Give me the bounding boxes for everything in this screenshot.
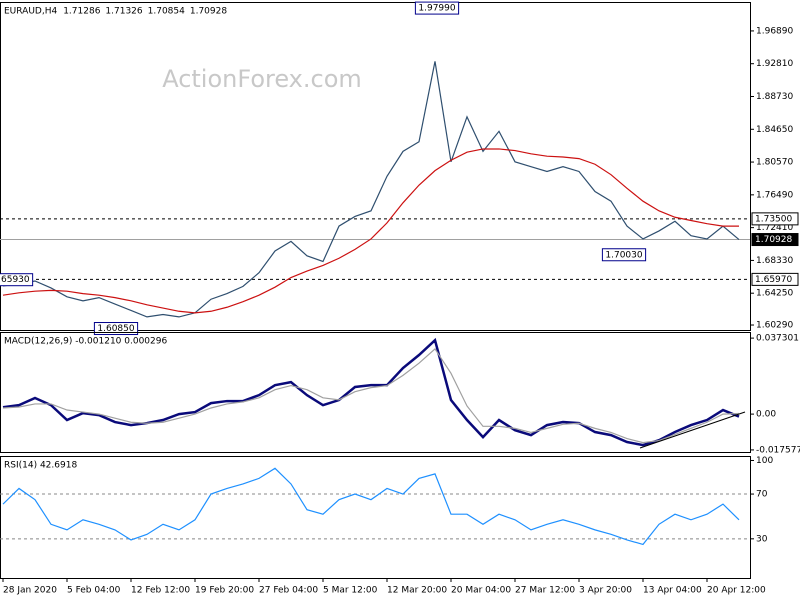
x-tick-label: 27 Feb 04:00 xyxy=(259,586,318,596)
y-tick-label: 1.76490 xyxy=(756,190,793,200)
x-tick-label: 5 Mar 12:00 xyxy=(323,586,378,596)
watermark: ActionForex.com xyxy=(162,65,362,93)
level-label: 1.65970 xyxy=(755,275,792,285)
panel-border xyxy=(0,332,751,453)
trend-line xyxy=(639,411,746,449)
level-box xyxy=(751,272,799,286)
panel-title: RSI(14) 42.6918 xyxy=(4,461,77,471)
y-tick-label: 1.80570 xyxy=(756,158,793,168)
x-tick-label: 19 Feb 20:00 xyxy=(195,586,254,596)
annotation-label: 1.70030 xyxy=(605,250,642,260)
annotation-box xyxy=(93,322,139,336)
x-tick-label: 20 Apr 12:00 xyxy=(707,586,766,596)
level-label: 1.70928 xyxy=(755,235,792,245)
y-tick-label: 30 xyxy=(756,534,768,544)
panel-border xyxy=(0,456,751,579)
level-box xyxy=(751,233,799,247)
y-tick-label: 1.84650 xyxy=(756,125,793,135)
y-tick-label: 0.00 xyxy=(756,410,776,420)
panel-border xyxy=(0,2,751,331)
x-tick-label: 27 Mar 12:00 xyxy=(515,586,575,596)
ohlc-value: 1.70854 xyxy=(148,7,185,17)
y-tick-label: 1.88730 xyxy=(756,92,793,102)
panel-title: EURAUD,H4 xyxy=(4,7,57,17)
y-tick-label: 1.60290 xyxy=(756,321,793,331)
series-line xyxy=(2,467,740,546)
x-tick-label: 28 Jan 2020 xyxy=(3,586,57,596)
x-tick-label: 12 Mar 20:00 xyxy=(387,586,447,596)
y-tick-label: 70 xyxy=(756,490,768,500)
panel-title: MACD(12,26,9) -0.001210 0.000296 xyxy=(4,337,167,347)
y-tick-label: 100 xyxy=(756,456,773,466)
y-tick-label: 1.92810 xyxy=(756,59,793,69)
x-tick-label: 5 Feb 04:00 xyxy=(67,586,121,596)
series-line xyxy=(2,337,740,447)
series-line xyxy=(2,61,740,318)
y-tick-label: 1.68330 xyxy=(756,256,793,266)
y-tick-label: 1.72410 xyxy=(756,223,793,233)
x-tick-label: 3 Apr 20:00 xyxy=(579,586,632,596)
ohlc-value: 1.71286 xyxy=(63,7,100,17)
annotation-label: 65930 xyxy=(1,275,30,285)
ohlc-value: 1.70928 xyxy=(190,7,227,17)
annotation-label: 1.97990 xyxy=(418,4,455,14)
series-line xyxy=(2,347,740,444)
level-label: 1.73500 xyxy=(755,214,792,224)
annotation-label: 1.60850 xyxy=(97,324,134,334)
y-tick-label: -0.017577 xyxy=(756,445,800,455)
x-tick-label: 13 Apr 04:00 xyxy=(643,586,702,596)
ohlc-value: 1.71326 xyxy=(105,7,142,17)
annotation-box xyxy=(601,248,647,262)
y-tick-label: 1.96890 xyxy=(756,26,793,36)
y-tick-label: 1.64250 xyxy=(756,289,793,299)
annotation-box xyxy=(414,1,460,15)
x-tick-label: 12 Feb 12:00 xyxy=(131,586,190,596)
level-box xyxy=(751,212,799,226)
annotation-box xyxy=(0,273,34,287)
series-line xyxy=(2,148,739,314)
x-tick-label: 20 Mar 04:00 xyxy=(451,586,511,596)
y-tick-label: 0.037301 xyxy=(756,334,799,344)
